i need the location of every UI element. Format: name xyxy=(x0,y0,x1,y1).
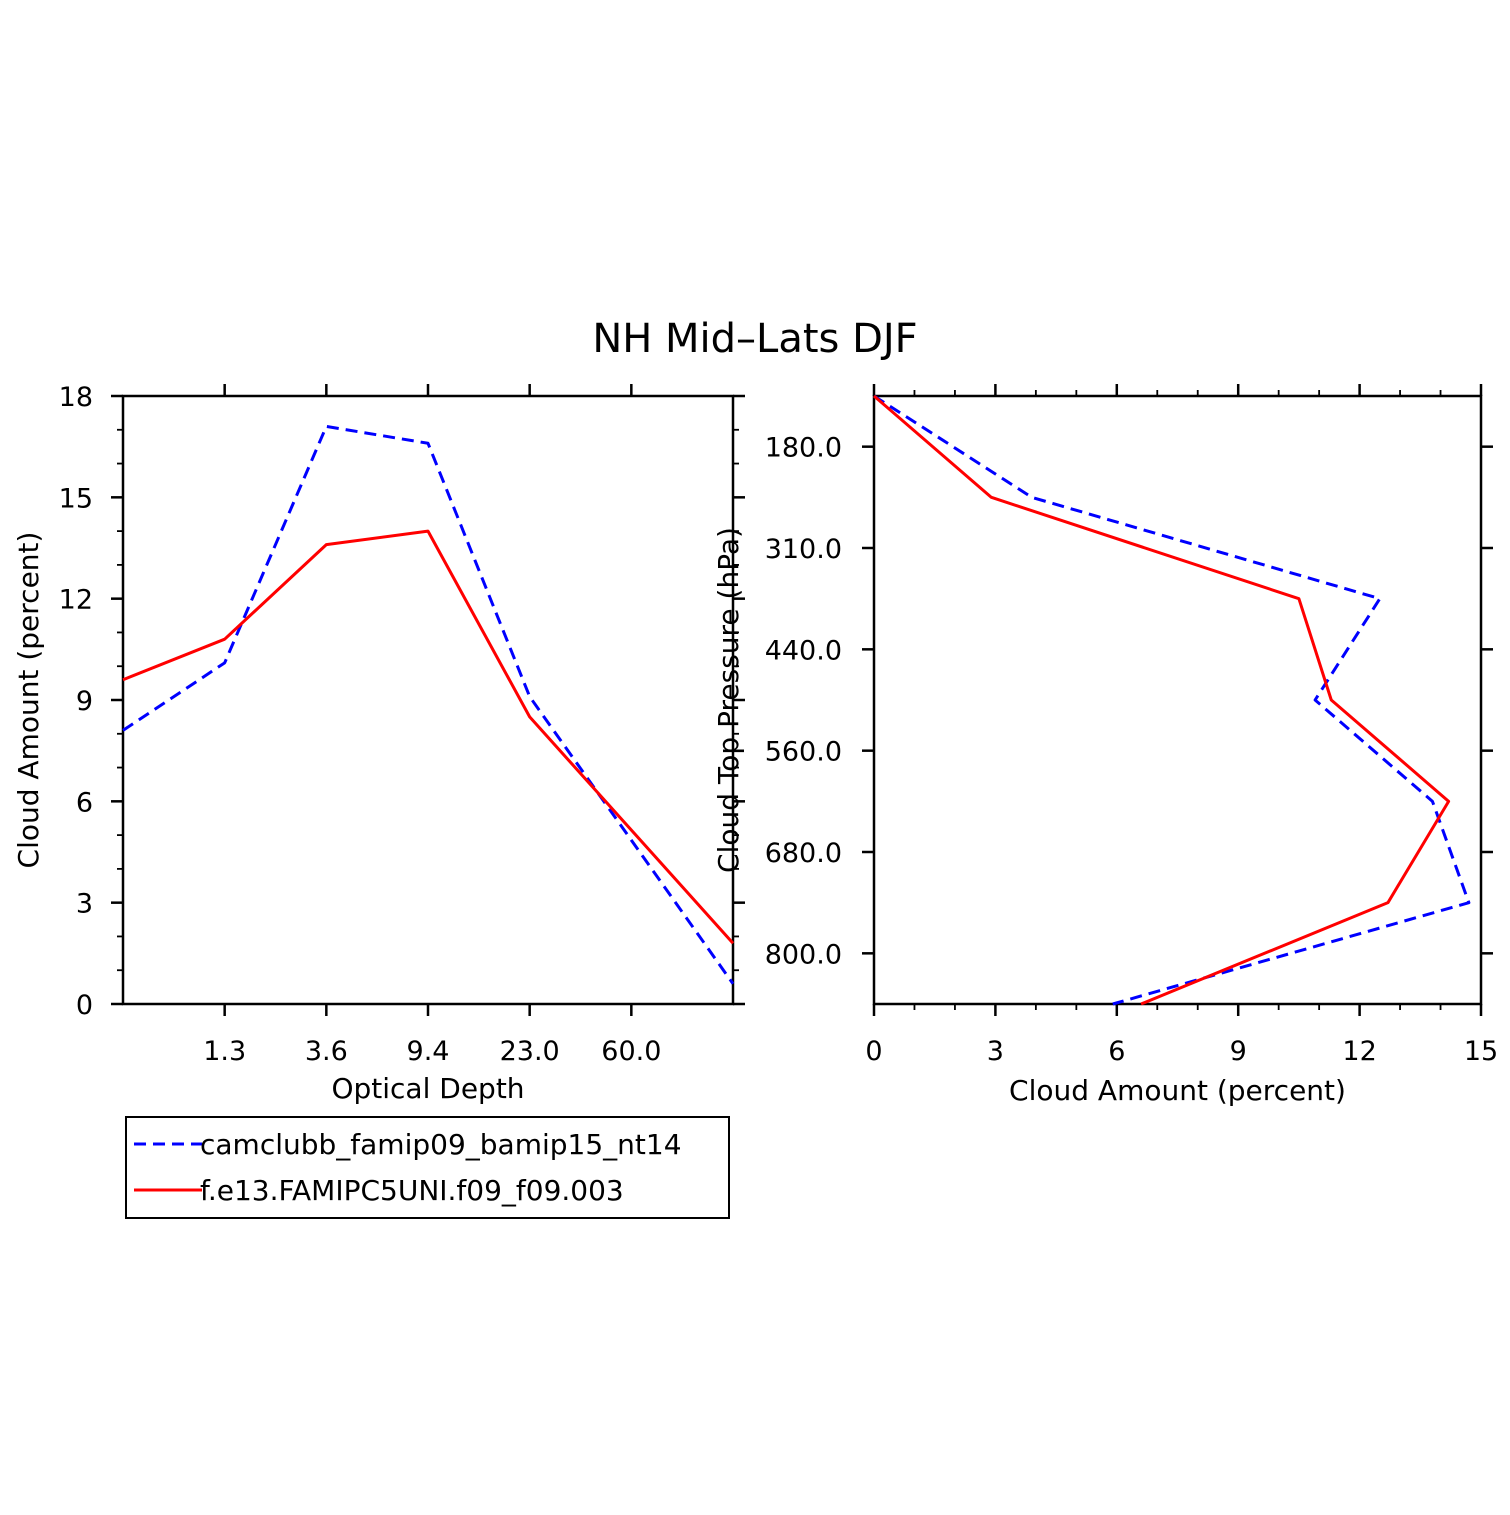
y-tick-label: 180.0 xyxy=(765,433,842,464)
x-tick-label: 1.3 xyxy=(203,1036,246,1067)
x-axis-label: Optical Depth xyxy=(331,1072,524,1105)
x-tick-label: 3 xyxy=(987,1036,1004,1067)
legend-label-camclubb: camclubb_famip09_bamip15_nt14 xyxy=(200,1128,682,1161)
plot-frame xyxy=(121,394,735,1006)
y-tick-label: 680.0 xyxy=(765,838,842,869)
x-tick-label: 60.0 xyxy=(601,1036,661,1067)
x-tick-label: 9 xyxy=(1230,1036,1247,1067)
legend-box xyxy=(125,1116,730,1219)
x-tick-label: 12 xyxy=(1342,1036,1376,1067)
x-tick-label: 15 xyxy=(1464,1036,1498,1067)
y-tick-label: 440.0 xyxy=(765,635,842,666)
y-tick-label: 18 xyxy=(59,382,93,413)
x-tick-label: 0 xyxy=(865,1036,882,1067)
y-tick-label: 800.0 xyxy=(765,939,842,970)
y-tick-label: 310.0 xyxy=(765,534,842,565)
series-line-1 xyxy=(873,394,1451,1006)
y-tick-label: 0 xyxy=(76,990,93,1021)
x-tick-label: 6 xyxy=(1108,1036,1125,1067)
y-tick-label: 560.0 xyxy=(765,737,842,768)
y-tick-label: 3 xyxy=(76,889,93,920)
pressure-profile-chart: 0 3 6 9 12 15 180.0 310.0 440.0 560.0 680.0 800.0 Cl… xyxy=(712,384,1498,1107)
figure-title: NH Mid–Lats DJF xyxy=(592,316,917,362)
x-tick-label: 9.4 xyxy=(407,1036,450,1067)
y-axis-label: Cloud Amount (percent) xyxy=(12,532,45,869)
y-tick-label: 9 xyxy=(76,686,93,717)
y-tick-label: 12 xyxy=(59,585,93,616)
legend-label-fe13: f.e13.FAMIPC5UNI.f09_f09.003 xyxy=(200,1174,624,1207)
series-line-1 xyxy=(122,529,735,945)
series-line-0 xyxy=(873,394,1471,1006)
x-tick-label: 23.0 xyxy=(500,1036,560,1067)
series-line-0 xyxy=(122,424,735,985)
y-axis-label: Cloud Top Pressure (hPa) xyxy=(712,527,745,873)
x-tick-label: 3.6 xyxy=(305,1036,348,1067)
x-axis-label: Cloud Amount (percent) xyxy=(1009,1074,1346,1107)
legend: camclubb_famip09_bamip15_nt14 f.e13.FAMI… xyxy=(125,1116,730,1219)
y-tick-label: 6 xyxy=(76,787,93,818)
plot-frame xyxy=(872,394,1483,1006)
optical-depth-chart: 0 3 6 9 12 15 18 1.3 3.6 9.4 23.0 60.0 Optical Depth… xyxy=(12,382,745,1105)
y-tick-label: 15 xyxy=(59,483,93,514)
